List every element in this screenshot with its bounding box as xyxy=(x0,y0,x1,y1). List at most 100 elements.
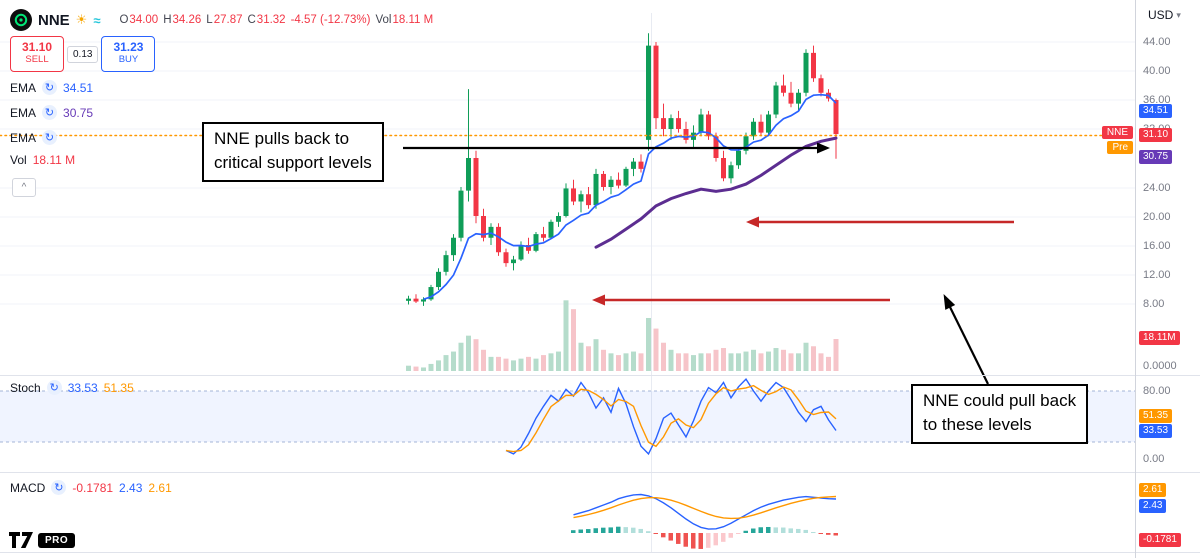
indicator-row-volume[interactable]: Vol 18.11 M xyxy=(10,153,75,167)
indicator-value: 34.51 xyxy=(63,80,94,95)
price-scale-tick: 0.0000 xyxy=(1143,360,1177,372)
price-scale[interactable]: USD ▾ 44.0040.0036.0032.0024.0020.0016.0… xyxy=(1135,0,1200,558)
high-label: H xyxy=(163,14,172,26)
currency-label: USD xyxy=(1148,8,1174,22)
tradingview-mark-icon xyxy=(9,532,33,548)
ticker-header: NNE ☀ ≈ O 34.00 H 34.26 L 27.87 C 31.32 -4.5… xyxy=(10,9,433,31)
sell-price: 31.10 xyxy=(21,40,53,54)
annotation-pullback-callout[interactable]: NNE could pull back to these levels xyxy=(911,384,1089,444)
indicator-label: EMA xyxy=(10,130,37,145)
sync-icon[interactable]: ↻ xyxy=(51,480,67,495)
open-value: 34.00 xyxy=(129,14,159,26)
price-scale-badge: 2.61 xyxy=(1139,483,1167,497)
callout-arrowhead xyxy=(943,294,956,310)
price-scale-badge: 51.35 xyxy=(1139,409,1173,423)
indicator-row-ema-slow[interactable]: EMA ↻ xyxy=(10,130,63,145)
premarket-session-icon: ☀ xyxy=(75,12,88,27)
annotation-text: NNE could pull back xyxy=(923,391,1077,410)
price-scale-badge: 30.75 xyxy=(1139,150,1173,164)
indicator-value: 30.75 xyxy=(63,105,94,120)
nne-logo xyxy=(10,9,32,31)
series-price-label: Pre xyxy=(1107,141,1133,154)
sync-icon[interactable]: ↻ xyxy=(42,80,58,95)
price-scale-badge: 34.51 xyxy=(1139,104,1173,118)
tradingview-logo[interactable]: PRO xyxy=(8,531,76,549)
price-scale-badge: -0.1781 xyxy=(1139,533,1181,547)
grid-layer xyxy=(0,13,1135,552)
collapse-indicators-button[interactable]: ^ xyxy=(12,178,36,197)
buy-button[interactable]: 31.23 BUY xyxy=(101,36,156,72)
high-value: 34.26 xyxy=(172,14,202,26)
support-arrowhead xyxy=(817,142,830,154)
chevron-down-icon: ▾ xyxy=(1176,9,1181,20)
candles-layer xyxy=(406,33,839,306)
indicator-label: Vol xyxy=(10,153,27,167)
price-scale-tick: 36.00 xyxy=(1143,94,1171,106)
annotation-support-callout[interactable]: NNE pulls back to critical support level… xyxy=(202,122,384,182)
price-scale-tick: 44.00 xyxy=(1143,36,1171,48)
extended-hours-icon: ≈ xyxy=(93,12,101,28)
spread-value: 0.13 xyxy=(67,45,99,63)
price-scale-tick: 8.00 xyxy=(1143,298,1165,310)
low-label: L xyxy=(206,14,213,26)
ohlc-readout: O 34.00 H 34.26 L 27.87 C 31.32 -4.57 (-12.7… xyxy=(114,14,433,26)
close-label: C xyxy=(247,14,256,26)
annotation-text: critical support levels xyxy=(214,153,372,172)
buy-label: BUY xyxy=(118,54,139,65)
buy-price: 31.23 xyxy=(113,40,144,54)
macd-line-value: 2.43 xyxy=(119,480,143,495)
symbol-name[interactable]: NNE xyxy=(38,11,70,29)
price-scale-badge: 33.53 xyxy=(1139,424,1173,438)
volume-label: Vol xyxy=(375,14,392,26)
indicator-label: EMA xyxy=(10,80,37,95)
macd-layer xyxy=(571,493,838,549)
series-price-label: NNE xyxy=(1101,126,1133,139)
sell-label: SELL xyxy=(25,54,49,65)
macd-hist-value: -0.1781 xyxy=(72,480,114,495)
indicator-label: EMA xyxy=(10,105,37,120)
support-level-arrowhead-2 xyxy=(592,294,605,306)
drawings-layer[interactable] xyxy=(403,142,1014,385)
price-scale-tick: 16.00 xyxy=(1143,240,1171,252)
support-level-arrowhead-1 xyxy=(746,216,759,228)
callout-arrow xyxy=(947,302,989,385)
order-panel: 31.10 SELL 0.13 31.23 BUY xyxy=(10,36,156,72)
volume-layer xyxy=(406,300,839,371)
annotation-text: to these levels xyxy=(923,415,1032,434)
price-scale-tick: 40.00 xyxy=(1143,65,1171,77)
indicator-row-ema-mid[interactable]: EMA ↻ 30.75 xyxy=(10,105,93,120)
low-value: 27.87 xyxy=(213,14,243,26)
indicator-row-ema-fast[interactable]: EMA ↻ 34.51 xyxy=(10,80,93,95)
price-scale-tick: 12.00 xyxy=(1143,269,1171,281)
stoch-k-value: 33.53 xyxy=(67,380,98,395)
pane-dividers xyxy=(0,375,1200,553)
change-value: -4.57 (-12.73%) xyxy=(290,14,371,26)
stoch-label: Stoch xyxy=(10,380,41,395)
currency-selector[interactable]: USD ▾ xyxy=(1148,8,1181,22)
open-label: O xyxy=(119,14,129,26)
price-scale-tick: 80.00 xyxy=(1143,385,1171,397)
price-scale-badge: 18.11M xyxy=(1139,331,1180,345)
sync-icon[interactable]: ↻ xyxy=(42,105,58,120)
volume-value: 18.11 M xyxy=(392,14,434,26)
price-scale-badge: 31.10 xyxy=(1139,128,1173,142)
macd-legend[interactable]: MACD ↻ -0.1781 2.43 2.61 xyxy=(10,480,172,495)
stoch-layer xyxy=(505,377,837,456)
annotation-text: NNE pulls back to xyxy=(214,129,350,148)
price-scale-tick: 20.00 xyxy=(1143,211,1171,223)
price-scale-tick: 24.00 xyxy=(1143,182,1171,194)
indicator-value: 18.11 M xyxy=(32,153,76,167)
close-value: 31.32 xyxy=(256,14,286,26)
pro-badge: PRO xyxy=(38,532,76,548)
stoch-legend[interactable]: Stoch ↻ 33.53 51.35 xyxy=(10,380,134,395)
sync-icon[interactable]: ↻ xyxy=(42,130,58,145)
macd-signal-value: 2.61 xyxy=(148,480,172,495)
stoch-d-value: 51.35 xyxy=(103,380,134,395)
macd-label: MACD xyxy=(10,480,46,495)
ema-layer xyxy=(0,93,1136,301)
price-scale-tick: 0.00 xyxy=(1143,453,1165,465)
sell-button[interactable]: 31.10 SELL xyxy=(10,36,64,72)
sync-icon[interactable]: ↻ xyxy=(46,380,62,395)
